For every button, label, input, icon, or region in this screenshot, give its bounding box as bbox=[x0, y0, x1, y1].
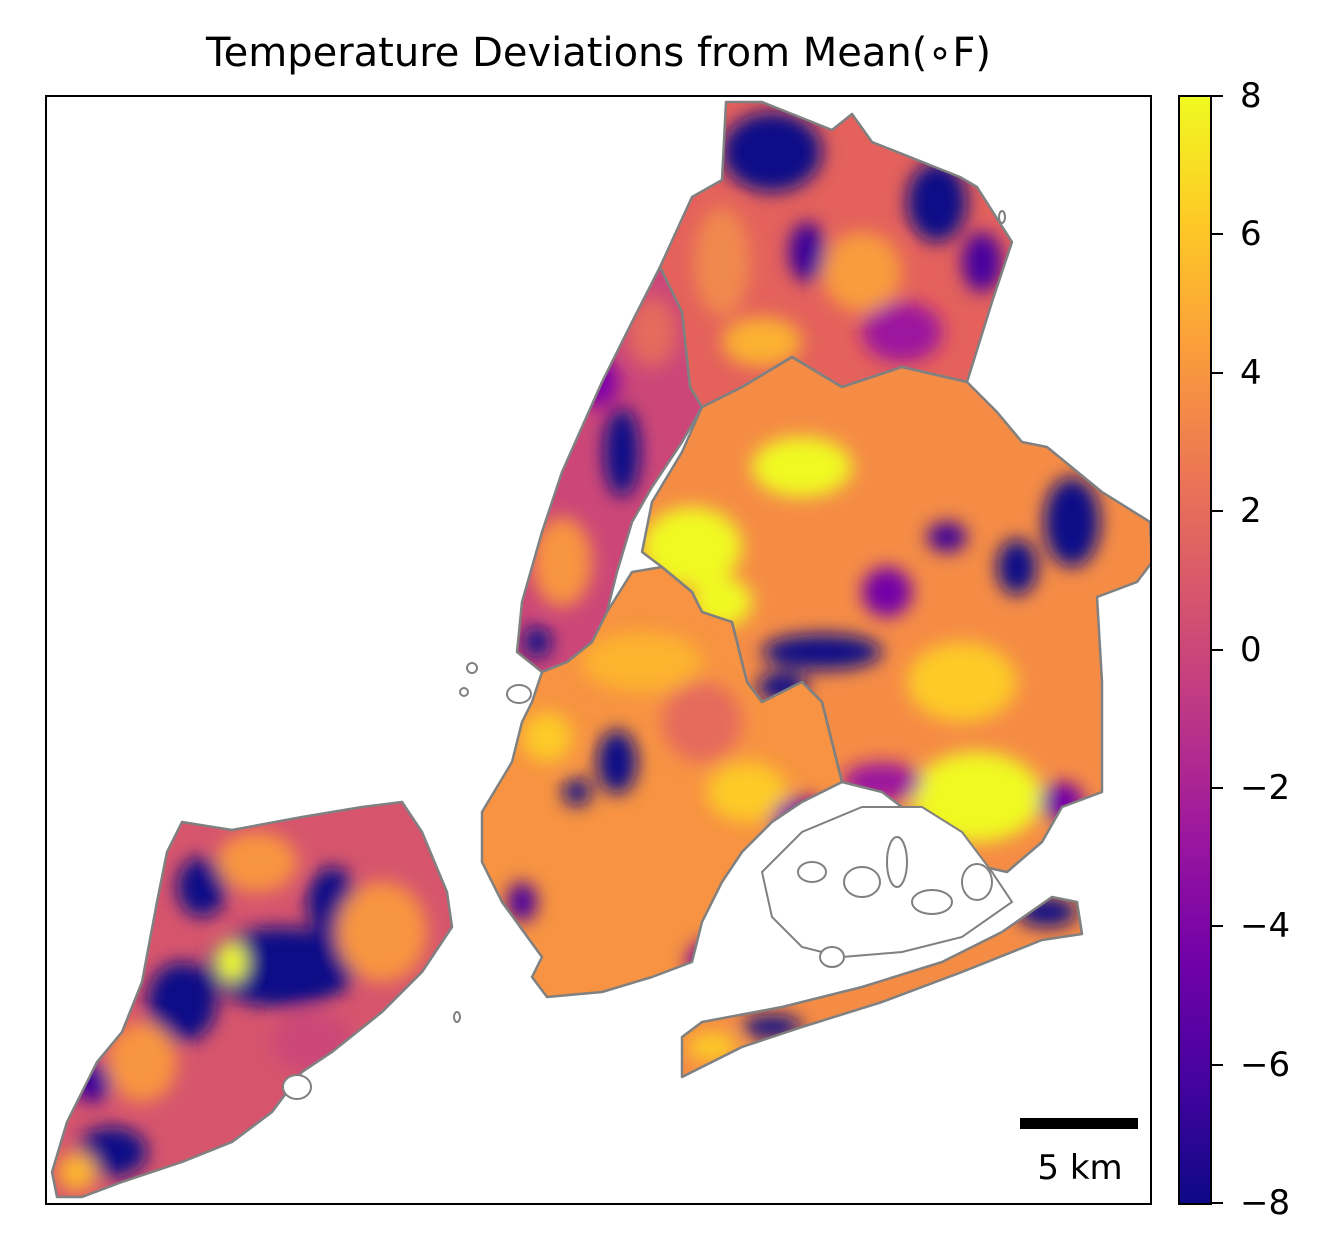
colorbar-tick bbox=[1211, 510, 1223, 513]
colorbar-tick-label: 2 bbox=[1240, 491, 1262, 532]
colorbar-tick-label: 0 bbox=[1240, 629, 1262, 670]
colorbar-tick bbox=[1211, 648, 1223, 651]
colorbar-tick-label: −4 bbox=[1240, 906, 1291, 947]
harbor-islands bbox=[282, 210, 1006, 1100]
colorbar-tick-label: −6 bbox=[1240, 1044, 1291, 1085]
map-title: Temperature Deviations from Mean(∘F) bbox=[205, 30, 992, 76]
colorbar-tick bbox=[1211, 95, 1223, 97]
colorbar-tick bbox=[1211, 1202, 1223, 1204]
colorbar-tick bbox=[1211, 1063, 1223, 1066]
colorbar-tick-label: −2 bbox=[1240, 767, 1291, 808]
map-panel bbox=[45, 95, 1152, 1205]
colorbar-tick bbox=[1211, 233, 1223, 236]
colorbar bbox=[1178, 95, 1212, 1205]
staten-island-heat bbox=[52, 802, 452, 1197]
colorbar-tick-label: −8 bbox=[1240, 1183, 1291, 1223]
colorbar-tick-label: 4 bbox=[1240, 352, 1262, 393]
colorbar-tick bbox=[1211, 786, 1223, 789]
colorbar-tick bbox=[1211, 371, 1223, 374]
colorbar-tick-label: 6 bbox=[1240, 214, 1262, 255]
jamaica-bay-islands bbox=[760, 806, 1014, 968]
scale-bar bbox=[1020, 1118, 1138, 1129]
bronx-heat bbox=[660, 102, 1012, 407]
colorbar-tick bbox=[1211, 925, 1223, 928]
scale-bar-label: 5 km bbox=[1037, 1148, 1123, 1188]
nyc-borough-map bbox=[50, 100, 1150, 1199]
colorbar-tick-label: 8 bbox=[1240, 76, 1262, 116]
